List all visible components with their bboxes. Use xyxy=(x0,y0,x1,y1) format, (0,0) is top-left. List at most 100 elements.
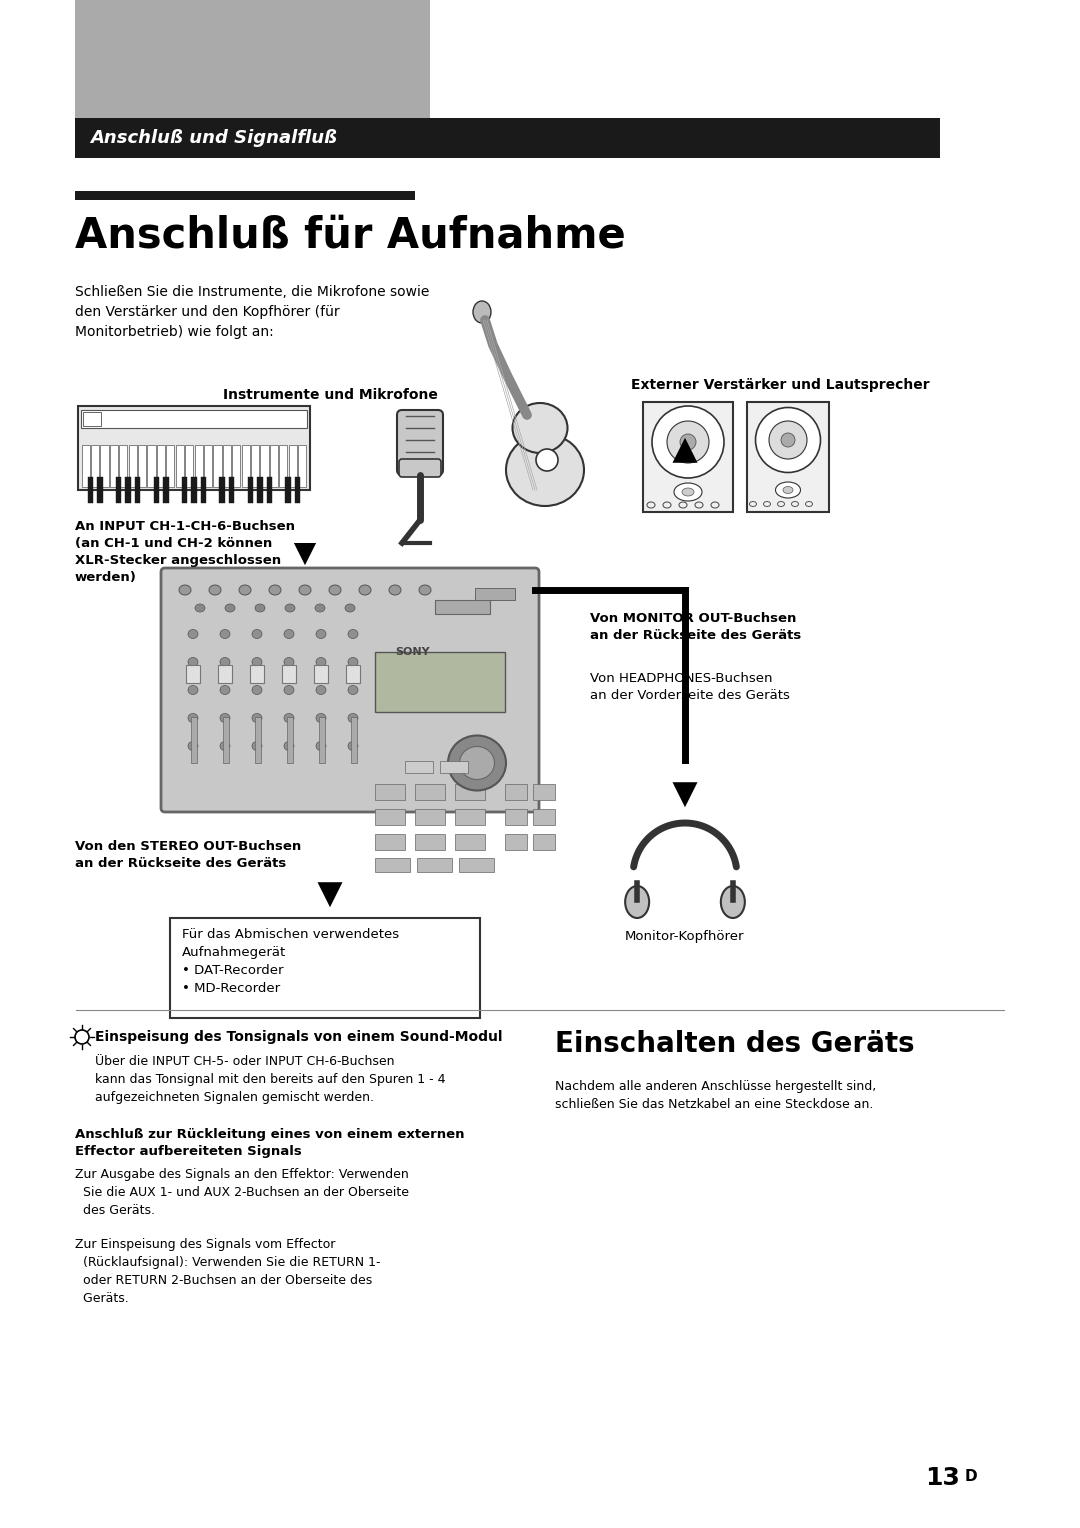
Bar xyxy=(280,445,287,487)
Ellipse shape xyxy=(680,434,696,451)
Bar xyxy=(643,402,733,512)
Text: Einspeisung des Tonsignals von einem Sound-Modul: Einspeisung des Tonsignals von einem Sou… xyxy=(95,1030,502,1044)
Text: Nachdem alle anderen Anschlüsse hergestellt sind,
schließen Sie das Netzkabel an: Nachdem alle anderen Anschlüsse hergeste… xyxy=(555,1080,876,1111)
Ellipse shape xyxy=(220,686,230,695)
Text: D: D xyxy=(966,1468,977,1484)
Ellipse shape xyxy=(513,403,567,452)
Text: An INPUT CH-1-CH-6-Buchsen
(an CH-1 und CH-2 können
XLR-Stecker angeschlossen
we: An INPUT CH-1-CH-6-Buchsen (an CH-1 und … xyxy=(75,520,295,584)
Bar xyxy=(375,808,405,825)
Bar xyxy=(440,761,468,773)
Text: Instrumente und Mikrofone: Instrumente und Mikrofone xyxy=(222,388,437,402)
Bar xyxy=(505,834,527,850)
Bar xyxy=(270,445,278,487)
Ellipse shape xyxy=(667,422,708,463)
Ellipse shape xyxy=(220,630,230,639)
Bar xyxy=(247,477,254,503)
Bar xyxy=(375,859,410,872)
Bar xyxy=(214,445,221,487)
Ellipse shape xyxy=(188,741,198,750)
Ellipse shape xyxy=(459,747,495,779)
Bar xyxy=(298,445,307,487)
Ellipse shape xyxy=(315,604,325,613)
Bar xyxy=(219,477,225,503)
Bar xyxy=(222,717,229,762)
Ellipse shape xyxy=(285,604,295,613)
Bar xyxy=(285,477,291,503)
Bar xyxy=(191,717,197,762)
Ellipse shape xyxy=(681,487,694,497)
Ellipse shape xyxy=(536,449,558,471)
Ellipse shape xyxy=(210,585,221,594)
Bar xyxy=(534,834,555,850)
Ellipse shape xyxy=(252,657,262,666)
Ellipse shape xyxy=(473,301,491,322)
Ellipse shape xyxy=(419,585,431,594)
Text: SONY: SONY xyxy=(395,646,430,657)
Bar xyxy=(314,665,328,683)
Bar xyxy=(505,784,527,801)
Bar xyxy=(186,665,200,683)
Ellipse shape xyxy=(284,741,294,750)
Bar xyxy=(222,445,231,487)
Ellipse shape xyxy=(239,585,251,594)
Bar xyxy=(459,859,494,872)
Ellipse shape xyxy=(252,714,262,723)
Bar xyxy=(110,445,118,487)
Ellipse shape xyxy=(674,483,702,501)
FancyBboxPatch shape xyxy=(399,458,441,477)
Text: 13: 13 xyxy=(926,1465,960,1490)
Bar xyxy=(81,410,307,428)
Text: Externer Verstärker und Lautsprecher: Externer Verstärker und Lautsprecher xyxy=(631,377,929,393)
Ellipse shape xyxy=(316,714,326,723)
Bar xyxy=(267,477,272,503)
Ellipse shape xyxy=(783,486,793,494)
Text: Für das Abmischen verwendetes
Aufnahmegerät
• DAT-Recorder
• MD-Recorder: Für das Abmischen verwendetes Aufnahmege… xyxy=(183,927,400,995)
Bar xyxy=(138,445,146,487)
Bar xyxy=(295,477,300,503)
Ellipse shape xyxy=(188,714,198,723)
Bar xyxy=(435,601,490,614)
Ellipse shape xyxy=(188,630,198,639)
Ellipse shape xyxy=(284,714,294,723)
Ellipse shape xyxy=(775,481,800,498)
Ellipse shape xyxy=(316,686,326,695)
Bar xyxy=(218,665,232,683)
Bar xyxy=(181,477,188,503)
Bar xyxy=(375,784,405,801)
Bar xyxy=(319,717,325,762)
Bar xyxy=(351,717,357,762)
FancyBboxPatch shape xyxy=(161,568,539,811)
Ellipse shape xyxy=(316,657,326,666)
Bar xyxy=(116,477,121,503)
Ellipse shape xyxy=(179,585,191,594)
Bar xyxy=(91,445,99,487)
Ellipse shape xyxy=(781,432,795,448)
Ellipse shape xyxy=(474,588,480,591)
Bar xyxy=(78,406,310,490)
Text: Einschalten des Geräts: Einschalten des Geräts xyxy=(555,1030,915,1057)
Bar xyxy=(75,191,415,200)
Ellipse shape xyxy=(348,630,357,639)
Ellipse shape xyxy=(220,714,230,723)
Bar xyxy=(185,445,193,487)
Bar xyxy=(257,477,262,503)
Ellipse shape xyxy=(316,630,326,639)
Ellipse shape xyxy=(220,657,230,666)
Bar xyxy=(75,118,940,157)
Bar xyxy=(100,445,109,487)
Bar xyxy=(255,717,261,762)
Bar xyxy=(747,402,829,512)
Text: Von HEADPHONES-Buchsen
an der Vorderseite des Geräts: Von HEADPHONES-Buchsen an der Vorderseit… xyxy=(590,672,789,701)
Ellipse shape xyxy=(345,604,355,613)
Bar xyxy=(375,652,505,712)
Ellipse shape xyxy=(252,630,262,639)
Ellipse shape xyxy=(448,735,507,790)
Bar xyxy=(135,477,140,503)
Ellipse shape xyxy=(284,657,294,666)
Ellipse shape xyxy=(188,657,198,666)
Ellipse shape xyxy=(255,604,265,613)
Bar xyxy=(97,477,103,503)
Text: Schließen Sie die Instrumente, die Mikrofone sowie
den Verstärker und den Kopfhö: Schließen Sie die Instrumente, die Mikro… xyxy=(75,286,430,339)
Ellipse shape xyxy=(188,686,198,695)
Ellipse shape xyxy=(348,741,357,750)
